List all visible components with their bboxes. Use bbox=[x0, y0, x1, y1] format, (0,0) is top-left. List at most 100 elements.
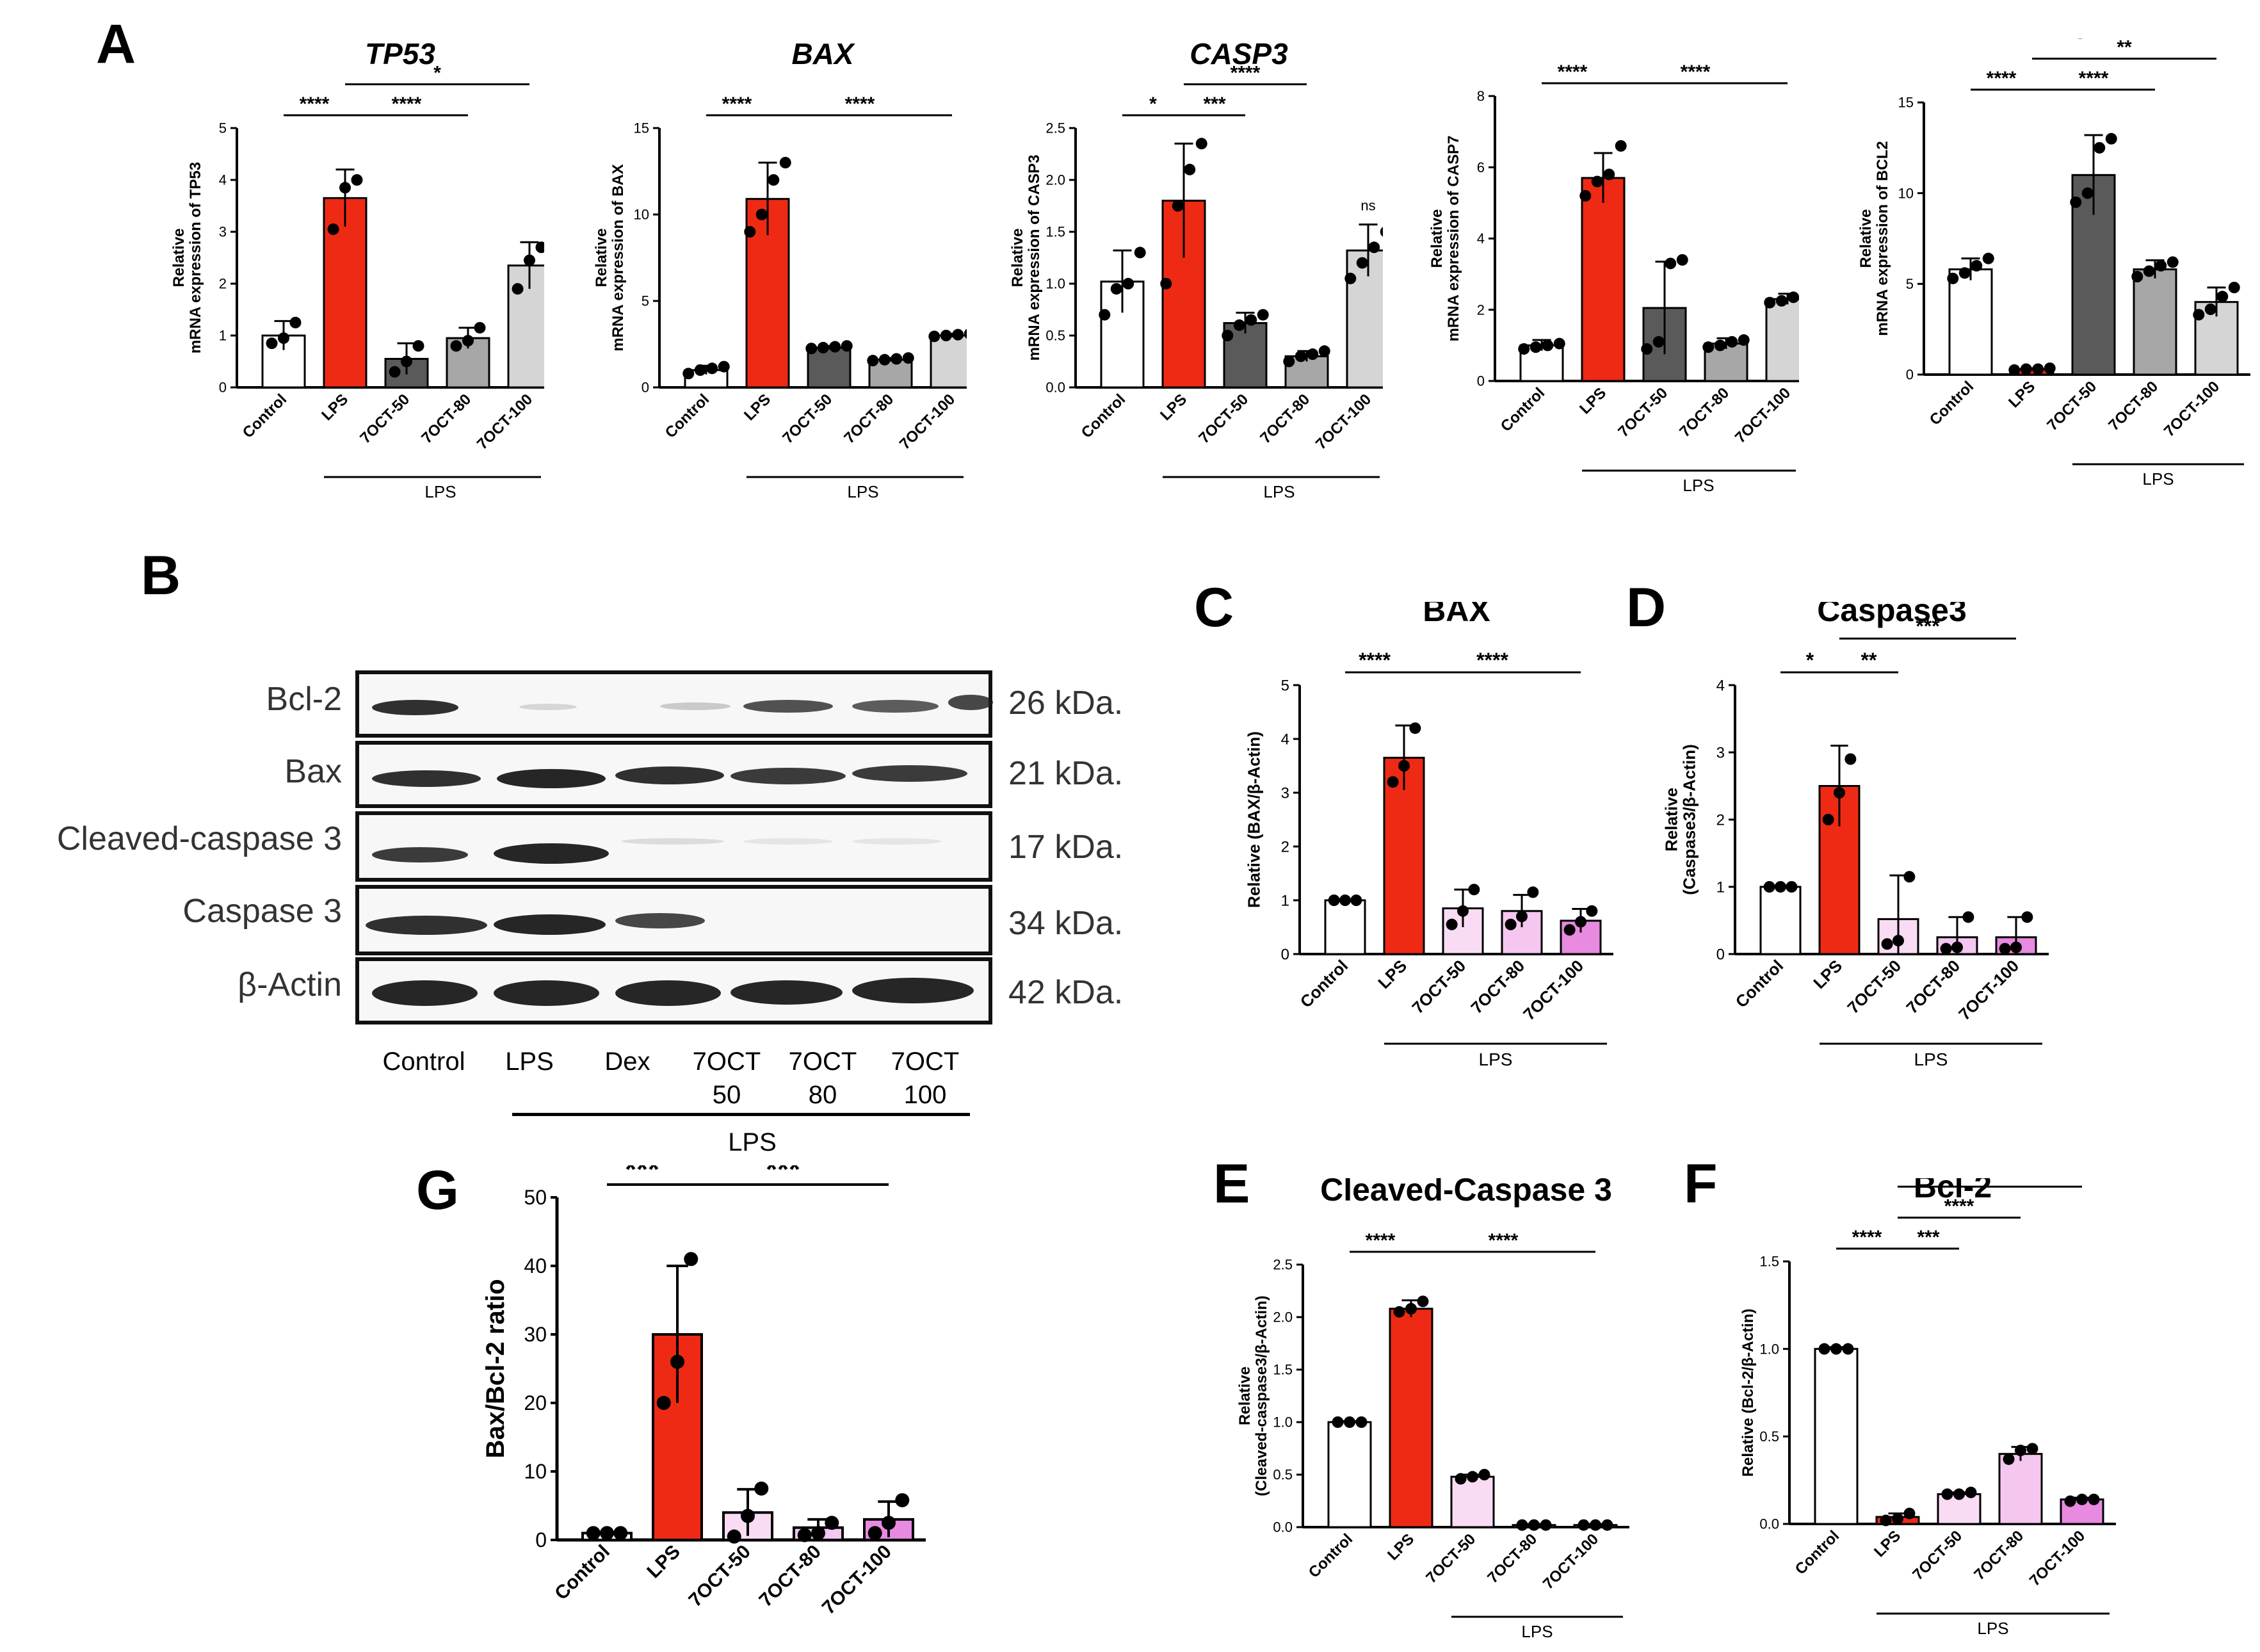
blot-band bbox=[622, 838, 724, 845]
data-point bbox=[2228, 282, 2240, 293]
blot-strip-bcl2 bbox=[355, 670, 993, 738]
data-point bbox=[1830, 1343, 1842, 1355]
blot-band bbox=[743, 838, 833, 845]
data-point bbox=[462, 335, 474, 347]
x-tick-label: 7OCT-100 bbox=[896, 391, 958, 453]
blot-lane-control: Control bbox=[382, 1048, 465, 1076]
chart-a-bax: BAX Relative mRNA expression of BAX 0 5 10 15 C… bbox=[593, 38, 967, 501]
significance-label: **** bbox=[1987, 68, 2017, 89]
chart-a-casp7: CASP7RelativemRNA expression of CASP7024… bbox=[1428, 61, 1799, 495]
data-point bbox=[1328, 895, 1340, 906]
y-tick-label: 1.5 bbox=[1273, 1362, 1293, 1378]
data-point bbox=[535, 241, 544, 254]
x-tick-label: 7OCT-100 bbox=[474, 391, 536, 453]
data-point bbox=[1652, 336, 1665, 348]
y-axis-label: mRNA expression of BAX bbox=[609, 164, 627, 352]
data-point bbox=[2155, 260, 2167, 271]
group-label: LPS bbox=[1977, 1619, 2008, 1638]
x-tick-label: LPS bbox=[1809, 956, 1846, 992]
blot-band bbox=[494, 914, 606, 935]
data-point bbox=[1962, 911, 1974, 923]
blot-label-actin: β-Actin bbox=[238, 966, 342, 1003]
data-point bbox=[1818, 1343, 1830, 1355]
y-tick-label: 2.0 bbox=[1045, 172, 1065, 188]
y-tick-label: 2.0 bbox=[1273, 1309, 1293, 1325]
chart-title: CASP3 bbox=[1190, 38, 1288, 70]
data-point bbox=[1971, 260, 1983, 271]
x-tick-label: Control bbox=[1305, 1530, 1356, 1581]
x-tick-label: Control bbox=[662, 391, 713, 441]
data-point bbox=[1579, 190, 1592, 202]
group-label: LPS bbox=[424, 482, 456, 501]
data-point bbox=[1516, 911, 1528, 923]
data-point bbox=[684, 1252, 698, 1267]
y-tick-label: 2 bbox=[1281, 838, 1289, 855]
y-tick-label: 4 bbox=[1716, 677, 1725, 694]
significance-label: *** bbox=[1916, 615, 1940, 638]
blot-lps-bracket bbox=[512, 1113, 970, 1116]
chart-title: Caspase3 bbox=[1817, 602, 1967, 628]
data-point bbox=[1099, 309, 1111, 321]
significance-label: **** bbox=[1944, 1196, 1974, 1217]
data-point bbox=[1195, 138, 1207, 150]
y-tick-label: 8 bbox=[1477, 88, 1485, 104]
data-point bbox=[867, 355, 879, 367]
blot-band bbox=[660, 702, 730, 710]
x-tick-label: Control bbox=[1792, 1527, 1843, 1578]
chart-title: TP53 bbox=[365, 38, 435, 70]
x-tick-label: 7OCT-50 bbox=[357, 391, 413, 447]
data-point bbox=[1775, 881, 1786, 893]
data-point bbox=[586, 1526, 601, 1541]
x-tick-label: LPS bbox=[318, 391, 351, 424]
x-tick-label: 7OCT-80 bbox=[1902, 956, 1964, 1017]
data-point bbox=[768, 174, 780, 186]
y-tick-label: 1.0 bbox=[1759, 1341, 1779, 1357]
y-tick-label: 2 bbox=[219, 276, 227, 292]
y-tick-label: 0 bbox=[535, 1528, 547, 1551]
group-label: LPS bbox=[1521, 1622, 1553, 1641]
data-point bbox=[289, 316, 302, 328]
significance-label: **** bbox=[1476, 649, 1508, 672]
blot-lane-lps: LPS bbox=[505, 1048, 554, 1076]
data-point bbox=[2032, 363, 2044, 375]
blot-kda-bax: 21 kDa. bbox=[1008, 755, 1124, 792]
x-tick-label: 7OCT-100 bbox=[1312, 391, 1375, 453]
data-point bbox=[902, 352, 914, 364]
data-point bbox=[1965, 1486, 1977, 1498]
data-point bbox=[779, 157, 791, 168]
data-point bbox=[2010, 941, 2022, 953]
data-point bbox=[2076, 1493, 2088, 1505]
y-axis-label: Relative bbox=[1236, 1366, 1254, 1425]
data-point bbox=[524, 254, 535, 266]
data-point bbox=[1999, 943, 2011, 955]
data-point bbox=[1947, 272, 1959, 284]
blot-band bbox=[948, 695, 993, 710]
blot-band bbox=[497, 769, 606, 788]
y-tick-label: 5 bbox=[1281, 677, 1289, 694]
x-tick-label: 7OCT-80 bbox=[2105, 378, 2161, 434]
significance-label: **** bbox=[300, 93, 330, 115]
bar bbox=[1327, 1421, 1372, 1528]
blot-band bbox=[519, 704, 577, 710]
blot-band bbox=[730, 768, 846, 784]
y-tick-label: 1.5 bbox=[1759, 1254, 1779, 1270]
y-axis-label: Relative bbox=[1662, 788, 1681, 852]
bar bbox=[1223, 322, 1268, 389]
significance-label: **** bbox=[1681, 61, 1711, 83]
bar bbox=[1389, 1308, 1433, 1528]
data-point bbox=[1738, 334, 1750, 346]
data-point bbox=[1641, 343, 1653, 355]
data-point bbox=[512, 283, 524, 295]
data-point bbox=[1283, 355, 1295, 368]
data-point bbox=[2094, 142, 2106, 154]
data-point bbox=[2216, 291, 2229, 303]
data-point bbox=[1563, 924, 1576, 936]
data-point bbox=[2167, 256, 2179, 268]
blot-band bbox=[615, 913, 705, 928]
data-point bbox=[1233, 319, 1245, 331]
data-point bbox=[2003, 1453, 2015, 1465]
blot-label-bcl2: Bcl-2 bbox=[266, 681, 342, 718]
data-point bbox=[1257, 309, 1269, 321]
y-axis-label: Bax/Bcl-2 ratio bbox=[481, 1279, 510, 1458]
